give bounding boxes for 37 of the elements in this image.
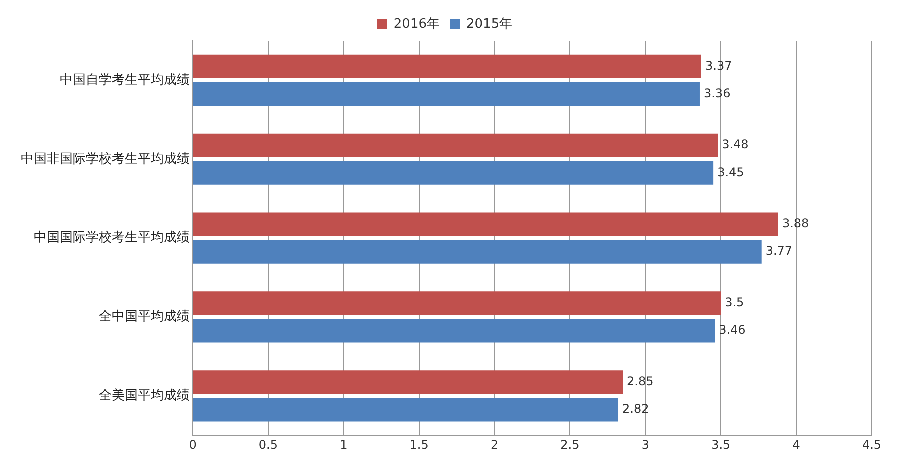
x-tick-label: 4.5 — [862, 438, 882, 452]
x-tick-label: 2.5 — [560, 438, 580, 452]
x-tick-label: 3 — [642, 438, 650, 452]
data-label: 3.37 — [705, 58, 732, 73]
bar — [194, 292, 722, 316]
y-tick-label: 全中国平均成绩 — [99, 310, 190, 325]
x-tick-label: 1.5 — [410, 438, 429, 452]
legend-label: 2015年 — [466, 16, 513, 32]
data-label: 2.85 — [627, 374, 654, 388]
x-tick-label: 3.5 — [712, 438, 731, 452]
bar — [194, 82, 700, 106]
x-tick-label: 4 — [792, 438, 800, 452]
data-label: 3.36 — [704, 86, 731, 100]
y-tick-label: 中国自学考生平均成绩 — [60, 72, 190, 88]
bar — [194, 54, 702, 78]
data-label: 3.46 — [719, 323, 746, 338]
bar — [194, 398, 619, 422]
y-tick-label: 中国国际学校考生平均成绩 — [34, 230, 190, 246]
y-tick-label: 中国非国际学校考生平均成绩 — [21, 152, 190, 167]
x-tick-label: 1 — [340, 438, 348, 452]
x-tick-label: 0 — [189, 438, 197, 452]
x-tick-label: 0.5 — [258, 438, 278, 452]
data-label: 3.88 — [782, 216, 810, 231]
bar — [194, 240, 762, 264]
x-tick-label: 2 — [490, 438, 499, 452]
bar — [194, 319, 716, 343]
data-label: 3.48 — [722, 138, 749, 152]
y-tick-label: 全美国平均成绩 — [99, 388, 190, 404]
legend-label: 2016年 — [394, 16, 440, 32]
bar — [194, 212, 778, 236]
data-label: 2.82 — [622, 402, 650, 416]
data-label: 3.45 — [718, 165, 744, 180]
data-label: 3.5 — [725, 296, 744, 310]
data-label: 3.77 — [766, 244, 793, 258]
bar — [194, 161, 714, 185]
bar — [194, 134, 718, 158]
bar — [194, 370, 624, 394]
